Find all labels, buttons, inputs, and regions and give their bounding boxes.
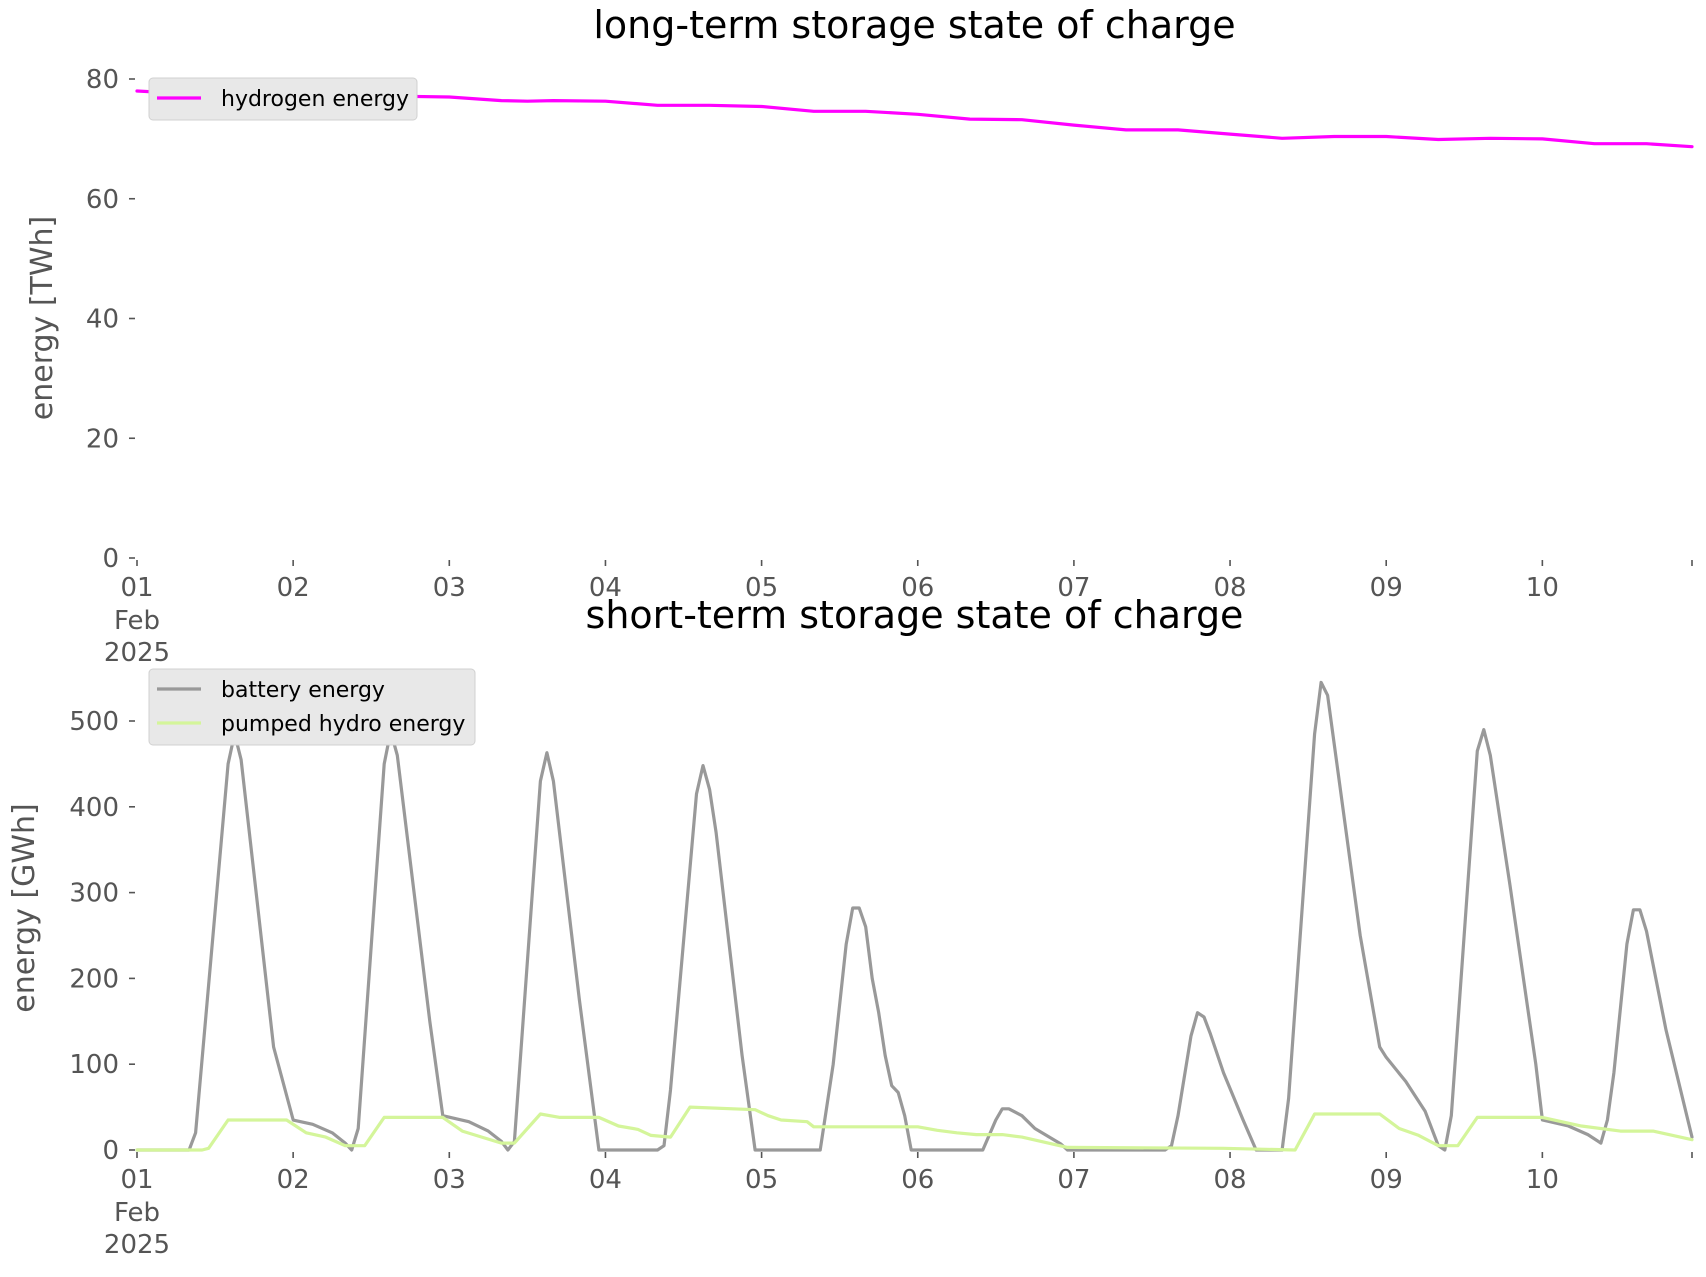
y-axis-label: energy [TWh] xyxy=(25,216,60,420)
x-tick-label: 05 xyxy=(745,1165,778,1195)
x-tick-label: 09 xyxy=(1370,573,1403,603)
series-line-pumped-hydro-energy xyxy=(135,1105,1694,1152)
x-tick-label: 10 xyxy=(1526,573,1559,603)
x-tick-label: 06 xyxy=(901,573,934,603)
long-term-storage-chart: long-term storage state of charge energy … xyxy=(25,3,1694,668)
legend: battery energy pumped hydro energy xyxy=(148,668,476,746)
legend-box xyxy=(148,77,418,121)
x-tick-label: 04 xyxy=(589,1165,622,1195)
x-tick-sublabel: Feb xyxy=(114,1198,160,1228)
chart-title: short-term storage state of charge xyxy=(586,593,1244,637)
y-tick-label: 0 xyxy=(102,1136,119,1166)
y-tick-label: 400 xyxy=(69,793,119,823)
x-tick-label: 06 xyxy=(901,1165,934,1195)
series-line-battery-energy xyxy=(135,680,1694,1152)
short-term-storage-chart: short-term storage state of charge energy… xyxy=(7,593,1694,1260)
x-tick-label: 03 xyxy=(433,1165,466,1195)
y-tick-label: 80 xyxy=(86,65,119,95)
x-tick-label: 01 xyxy=(120,1165,153,1195)
y-tick-label: 40 xyxy=(86,305,119,335)
series-line-hydrogen-energy xyxy=(135,89,1694,149)
y-tick-label: 100 xyxy=(69,1050,119,1080)
y-tick-label: 500 xyxy=(69,707,119,737)
x-tick-label: 07 xyxy=(1057,1165,1090,1195)
chart-title: long-term storage state of charge xyxy=(593,3,1235,47)
x-tick-label: 02 xyxy=(277,1165,310,1195)
legend-label: pumped hydro energy xyxy=(221,712,465,737)
legend-label: battery energy xyxy=(221,678,385,703)
legend-label: hydrogen energy xyxy=(221,87,409,112)
legend: hydrogen energy xyxy=(148,77,418,121)
x-tick-label: 09 xyxy=(1370,1165,1403,1195)
y-tick-label: 200 xyxy=(69,964,119,994)
x-tick-label: 02 xyxy=(277,573,310,603)
y-tick-label: 0 xyxy=(102,544,119,574)
x-tick-sublabel: Feb xyxy=(114,606,160,636)
x-tick-label: 10 xyxy=(1526,1165,1559,1195)
y-tick-label: 60 xyxy=(86,185,119,215)
x-tick-sublabel: 2025 xyxy=(104,638,170,668)
x-tick-label: 04 xyxy=(589,573,622,603)
x-tick-label: 03 xyxy=(433,573,466,603)
y-tick-label: 300 xyxy=(69,879,119,909)
x-tick-label: 08 xyxy=(1214,1165,1247,1195)
x-tick-sublabel: 2025 xyxy=(104,1230,170,1260)
x-tick-label: 08 xyxy=(1214,573,1247,603)
x-tick-label: 01 xyxy=(120,573,153,603)
x-tick-label: 07 xyxy=(1057,573,1090,603)
y-axis-label: energy [GWh] xyxy=(7,803,42,1012)
x-tick-label: 05 xyxy=(745,573,778,603)
legend-box xyxy=(148,668,476,746)
y-tick-label: 20 xyxy=(86,424,119,454)
